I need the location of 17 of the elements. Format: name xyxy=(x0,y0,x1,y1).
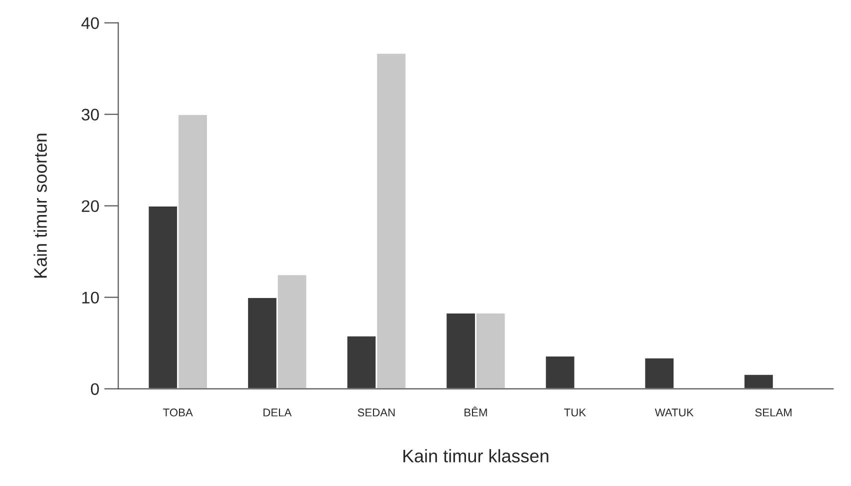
y-tick-label: 10 xyxy=(82,292,99,304)
y-tick-label: 40 xyxy=(81,17,99,30)
bar xyxy=(544,355,576,389)
x-axis-title: Kain timur klassen xyxy=(403,449,548,462)
x-tick-label: TUK xyxy=(564,408,586,416)
x-tick-label: SEDAN xyxy=(358,408,395,416)
y-tick-label: 0 xyxy=(90,383,99,396)
x-tick-label: DELA xyxy=(264,408,292,416)
y-tick-label: 20 xyxy=(82,200,99,212)
bar xyxy=(644,357,675,389)
bar xyxy=(743,373,774,389)
x-tick-label: BÊM xyxy=(464,406,487,416)
y-axis-title: Kain timur soorten xyxy=(34,134,47,278)
x-tick-label: TOBA xyxy=(163,408,193,416)
y-tick-label: 30 xyxy=(82,108,99,121)
x-tick-label: SELAM xyxy=(755,408,792,416)
x-tick-label: WATUK xyxy=(654,408,694,416)
